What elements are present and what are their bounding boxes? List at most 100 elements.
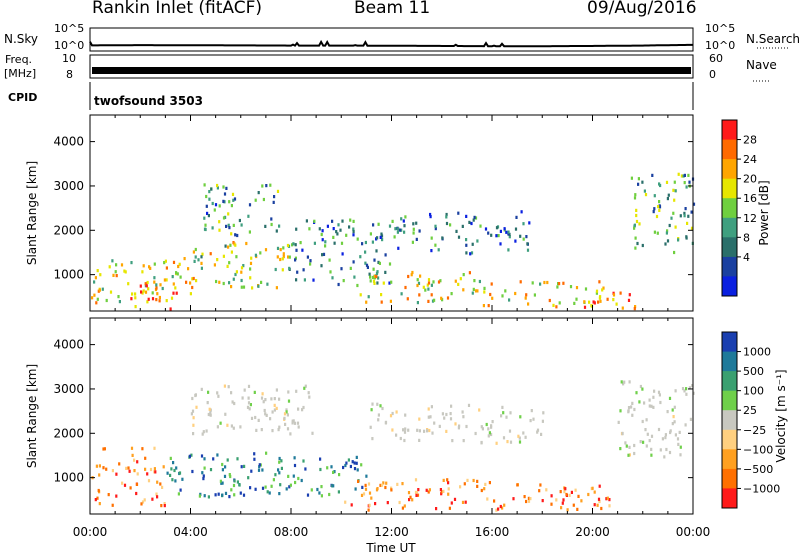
- echo-cell: [265, 451, 268, 455]
- echo-cell: [159, 283, 162, 287]
- echo-cell: [144, 467, 147, 471]
- echo-cell: [171, 478, 174, 482]
- echo-cell: [416, 301, 419, 305]
- echo-cell: [375, 271, 379, 275]
- echo-cell: [99, 273, 102, 277]
- echo-cell: [336, 232, 339, 236]
- echo-cell: [570, 490, 573, 494]
- echo-cell: [153, 467, 156, 471]
- echo-cell: [287, 255, 290, 259]
- echo-cell: [200, 255, 203, 259]
- echo-cell: [650, 404, 653, 408]
- echo-cell: [412, 231, 415, 235]
- echo-cell: [335, 230, 338, 234]
- echo-cell: [612, 293, 616, 297]
- echo-cell: [391, 428, 394, 432]
- echo-cell: [271, 410, 274, 414]
- echo-cell: [552, 303, 555, 307]
- echo-cell: [653, 194, 656, 198]
- echo-cell: [228, 261, 231, 265]
- echo-cell: [635, 213, 638, 218]
- echo-cell: [221, 481, 224, 485]
- echo-cell: [241, 396, 244, 400]
- echo-cell: [467, 403, 471, 407]
- echo-cell: [377, 276, 380, 280]
- echo-cell: [352, 233, 355, 237]
- echo-cell: [412, 227, 415, 231]
- echo-cell: [127, 466, 130, 470]
- echo-cell: [621, 306, 624, 310]
- echo-cell: [659, 183, 662, 188]
- echo-cell: [465, 243, 468, 247]
- echo-cell: [507, 232, 510, 236]
- echo-cell: [445, 215, 448, 219]
- echo-cell: [364, 483, 367, 487]
- echo-cell: [342, 279, 345, 283]
- echo-cell: [641, 180, 644, 184]
- echo-cell: [476, 239, 479, 243]
- echo-cell: [380, 483, 384, 487]
- echo-cell: [689, 417, 692, 421]
- echo-cell: [295, 389, 298, 393]
- echo-cell: [400, 217, 403, 221]
- echo-cell: [143, 498, 146, 502]
- colorbar-tick-label: 20: [743, 173, 757, 186]
- echo-cell: [645, 444, 648, 448]
- echo-cell: [174, 479, 177, 483]
- echo-cell: [337, 282, 340, 287]
- echo-cell: [259, 251, 262, 255]
- echo-cell: [665, 447, 668, 452]
- echo-cell: [687, 214, 690, 218]
- freq-label: Freq.: [5, 53, 32, 66]
- echo-cell: [674, 433, 677, 437]
- echo-cell: [345, 233, 348, 237]
- echo-cell: [664, 433, 667, 437]
- echo-cell: [633, 226, 636, 230]
- echo-cell: [543, 280, 546, 285]
- echo-cell: [457, 235, 461, 239]
- echo-cell: [370, 496, 373, 500]
- echo-cell: [91, 296, 94, 300]
- echo-cell: [677, 442, 680, 446]
- echo-cell: [648, 404, 651, 408]
- noise-sky-line: [89, 39, 693, 48]
- freq-unit: [MHz]: [4, 67, 36, 80]
- echo-cell: [483, 487, 486, 491]
- echo-cell: [272, 200, 275, 204]
- echo-cell: [249, 403, 252, 407]
- echo-cell: [416, 428, 419, 432]
- echo-cell: [234, 233, 237, 237]
- echo-cell: [93, 280, 96, 284]
- echo-cell: [555, 498, 558, 502]
- echo-cell: [593, 301, 596, 305]
- echo-cell: [434, 224, 437, 228]
- echo-cell: [353, 467, 357, 471]
- echo-cell: [105, 467, 108, 471]
- colorbar-swatch: [722, 449, 737, 470]
- echo-cell: [352, 227, 355, 231]
- echo-cell: [619, 291, 622, 295]
- echo-cell: [192, 416, 195, 420]
- echo-cell: [240, 266, 244, 270]
- echo-cell: [147, 479, 151, 483]
- echo-cell: [161, 286, 164, 291]
- echo-cell: [279, 483, 282, 487]
- echo-cell: [375, 249, 378, 253]
- echo-cell: [165, 266, 168, 270]
- echo-cell: [519, 234, 522, 238]
- echo-cell: [145, 284, 148, 288]
- velocity-panel: 1000 2000 3000 4000 Slant Range [km] 1000 50…: [25, 115, 788, 554]
- echo-cell: [217, 394, 220, 398]
- echo-cell: [211, 201, 214, 206]
- echo-cell: [299, 241, 302, 245]
- echo-cell: [427, 281, 431, 285]
- echo-cell: [530, 409, 533, 413]
- echo-cell: [483, 286, 486, 290]
- echo-cell: [472, 478, 475, 483]
- echo-cell: [151, 297, 155, 301]
- echo-cell: [472, 287, 475, 291]
- echo-cell: [376, 270, 379, 274]
- echo-cell: [232, 277, 235, 281]
- echo-cell: [522, 237, 525, 241]
- echo-cell: [172, 461, 175, 465]
